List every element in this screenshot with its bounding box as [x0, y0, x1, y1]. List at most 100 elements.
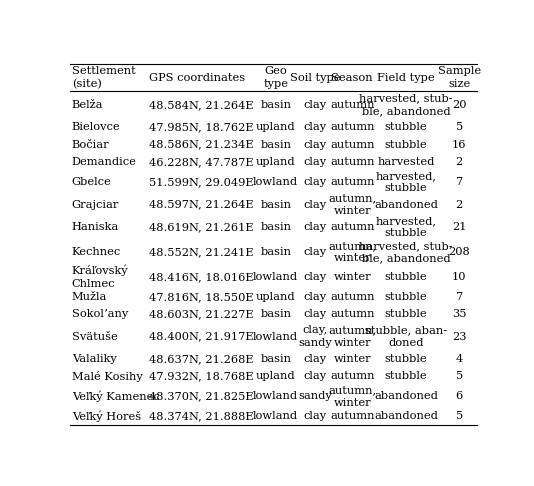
Text: 48.416N, 18.016E: 48.416N, 18.016E [149, 272, 254, 282]
Text: harvested,
stubble: harvested, stubble [375, 171, 437, 193]
Text: 51.599N, 29.049E: 51.599N, 29.049E [149, 177, 254, 187]
Text: Veľký Kamenec: Veľký Kamenec [72, 391, 160, 402]
Text: clay: clay [303, 411, 327, 421]
Text: clay: clay [303, 139, 327, 150]
Text: autumn: autumn [330, 157, 374, 167]
Text: 46.228N, 47.787E: 46.228N, 47.787E [149, 157, 254, 167]
Text: lowland: lowland [253, 391, 299, 401]
Text: clay: clay [303, 309, 327, 319]
Text: autumn: autumn [330, 100, 374, 110]
Text: clay: clay [303, 371, 327, 382]
Text: clay: clay [303, 100, 327, 110]
Text: abandoned: abandoned [374, 411, 438, 421]
Text: 48.552N, 21.241E: 48.552N, 21.241E [149, 247, 254, 257]
Text: clay,
sandy: clay, sandy [298, 326, 332, 348]
Text: upland: upland [256, 157, 295, 167]
Text: 4: 4 [456, 354, 463, 364]
Text: 208: 208 [449, 247, 470, 257]
Text: lowland: lowland [253, 272, 299, 282]
Text: Settlement
(site): Settlement (site) [72, 66, 136, 89]
Text: Bielovce: Bielovce [72, 122, 120, 132]
Text: abandoned: abandoned [374, 200, 438, 209]
Text: autumn: autumn [330, 292, 374, 302]
Text: 35: 35 [452, 309, 467, 319]
Text: autumn,
winter: autumn, winter [328, 326, 376, 348]
Text: Haniska: Haniska [72, 222, 119, 232]
Text: Malé Kosihy: Malé Kosihy [72, 371, 143, 382]
Text: 48.584N, 21.264E: 48.584N, 21.264E [149, 100, 254, 110]
Text: Bočiar: Bočiar [72, 139, 109, 150]
Text: Svätuše: Svätuše [72, 331, 117, 342]
Text: winter: winter [334, 272, 371, 282]
Text: Gbelce: Gbelce [72, 177, 112, 187]
Text: 21: 21 [452, 222, 467, 232]
Text: 48.374N, 21.888E: 48.374N, 21.888E [149, 411, 254, 421]
Text: harvested,
stubble: harvested, stubble [375, 216, 437, 238]
Text: abandoned: abandoned [374, 391, 438, 401]
Text: clay: clay [303, 222, 327, 232]
Text: Season: Season [332, 72, 373, 83]
Text: 48.586N, 21.234E: 48.586N, 21.234E [149, 139, 254, 150]
Text: Soil type: Soil type [290, 72, 340, 83]
Text: stubble: stubble [385, 122, 427, 132]
Text: upland: upland [256, 371, 295, 382]
Text: harvested, stub-
ble, abandoned: harvested, stub- ble, abandoned [359, 241, 453, 263]
Text: basin: basin [260, 100, 291, 110]
Text: Sokolʼany: Sokolʼany [72, 309, 128, 319]
Text: autumn: autumn [330, 122, 374, 132]
Text: 48.400N, 21.917E: 48.400N, 21.917E [149, 331, 254, 342]
Text: Sample
size: Sample size [438, 67, 481, 89]
Text: clay: clay [303, 292, 327, 302]
Text: basin: basin [260, 139, 291, 150]
Text: autumn,
winter: autumn, winter [328, 241, 376, 263]
Text: basin: basin [260, 222, 291, 232]
Text: Kechnec: Kechnec [72, 247, 121, 257]
Text: 5: 5 [456, 411, 463, 421]
Text: Grajciar: Grajciar [72, 200, 119, 209]
Text: Geo
type: Geo type [263, 67, 288, 89]
Text: autumn,
winter: autumn, winter [328, 193, 376, 216]
Text: 16: 16 [452, 139, 467, 150]
Text: stubble: stubble [385, 309, 427, 319]
Text: autumn: autumn [330, 411, 374, 421]
Text: 48.603N, 21.227E: 48.603N, 21.227E [149, 309, 254, 319]
Text: Mužla: Mužla [72, 292, 107, 302]
Text: 47.932N, 18.768E: 47.932N, 18.768E [149, 371, 254, 382]
Text: harvested: harvested [378, 157, 435, 167]
Text: clay: clay [303, 157, 327, 167]
Text: 48.619N, 21.261E: 48.619N, 21.261E [149, 222, 254, 232]
Text: stubble: stubble [385, 292, 427, 302]
Text: 10: 10 [452, 272, 467, 282]
Text: basin: basin [260, 354, 291, 364]
Text: clay: clay [303, 247, 327, 257]
Text: clay: clay [303, 272, 327, 282]
Text: clay: clay [303, 354, 327, 364]
Text: harvested, stub-
ble, abandoned: harvested, stub- ble, abandoned [359, 94, 453, 116]
Text: upland: upland [256, 122, 295, 132]
Text: basin: basin [260, 247, 291, 257]
Text: stubble: stubble [385, 139, 427, 150]
Text: 5: 5 [456, 371, 463, 382]
Text: clay: clay [303, 122, 327, 132]
Text: 6: 6 [456, 391, 463, 401]
Text: Kráľovský
Chlmec: Kráľovský Chlmec [72, 265, 128, 289]
Text: 5: 5 [456, 122, 463, 132]
Text: 48.597N, 21.264E: 48.597N, 21.264E [149, 200, 254, 209]
Text: basin: basin [260, 309, 291, 319]
Text: stubble: stubble [385, 371, 427, 382]
Text: 20: 20 [452, 100, 467, 110]
Text: clay: clay [303, 200, 327, 209]
Text: 7: 7 [456, 177, 463, 187]
Text: 48.637N, 21.268E: 48.637N, 21.268E [149, 354, 254, 364]
Text: Valaliky: Valaliky [72, 354, 116, 364]
Text: upland: upland [256, 292, 295, 302]
Text: Belža: Belža [72, 100, 103, 110]
Text: autumn: autumn [330, 222, 374, 232]
Text: Veľký Horeš: Veľký Horeš [72, 411, 141, 422]
Text: autumn: autumn [330, 371, 374, 382]
Text: lowland: lowland [253, 411, 299, 421]
Text: 47.816N, 18.550E: 47.816N, 18.550E [149, 292, 254, 302]
Text: autumn: autumn [330, 139, 374, 150]
Text: autumn: autumn [330, 309, 374, 319]
Text: clay: clay [303, 177, 327, 187]
